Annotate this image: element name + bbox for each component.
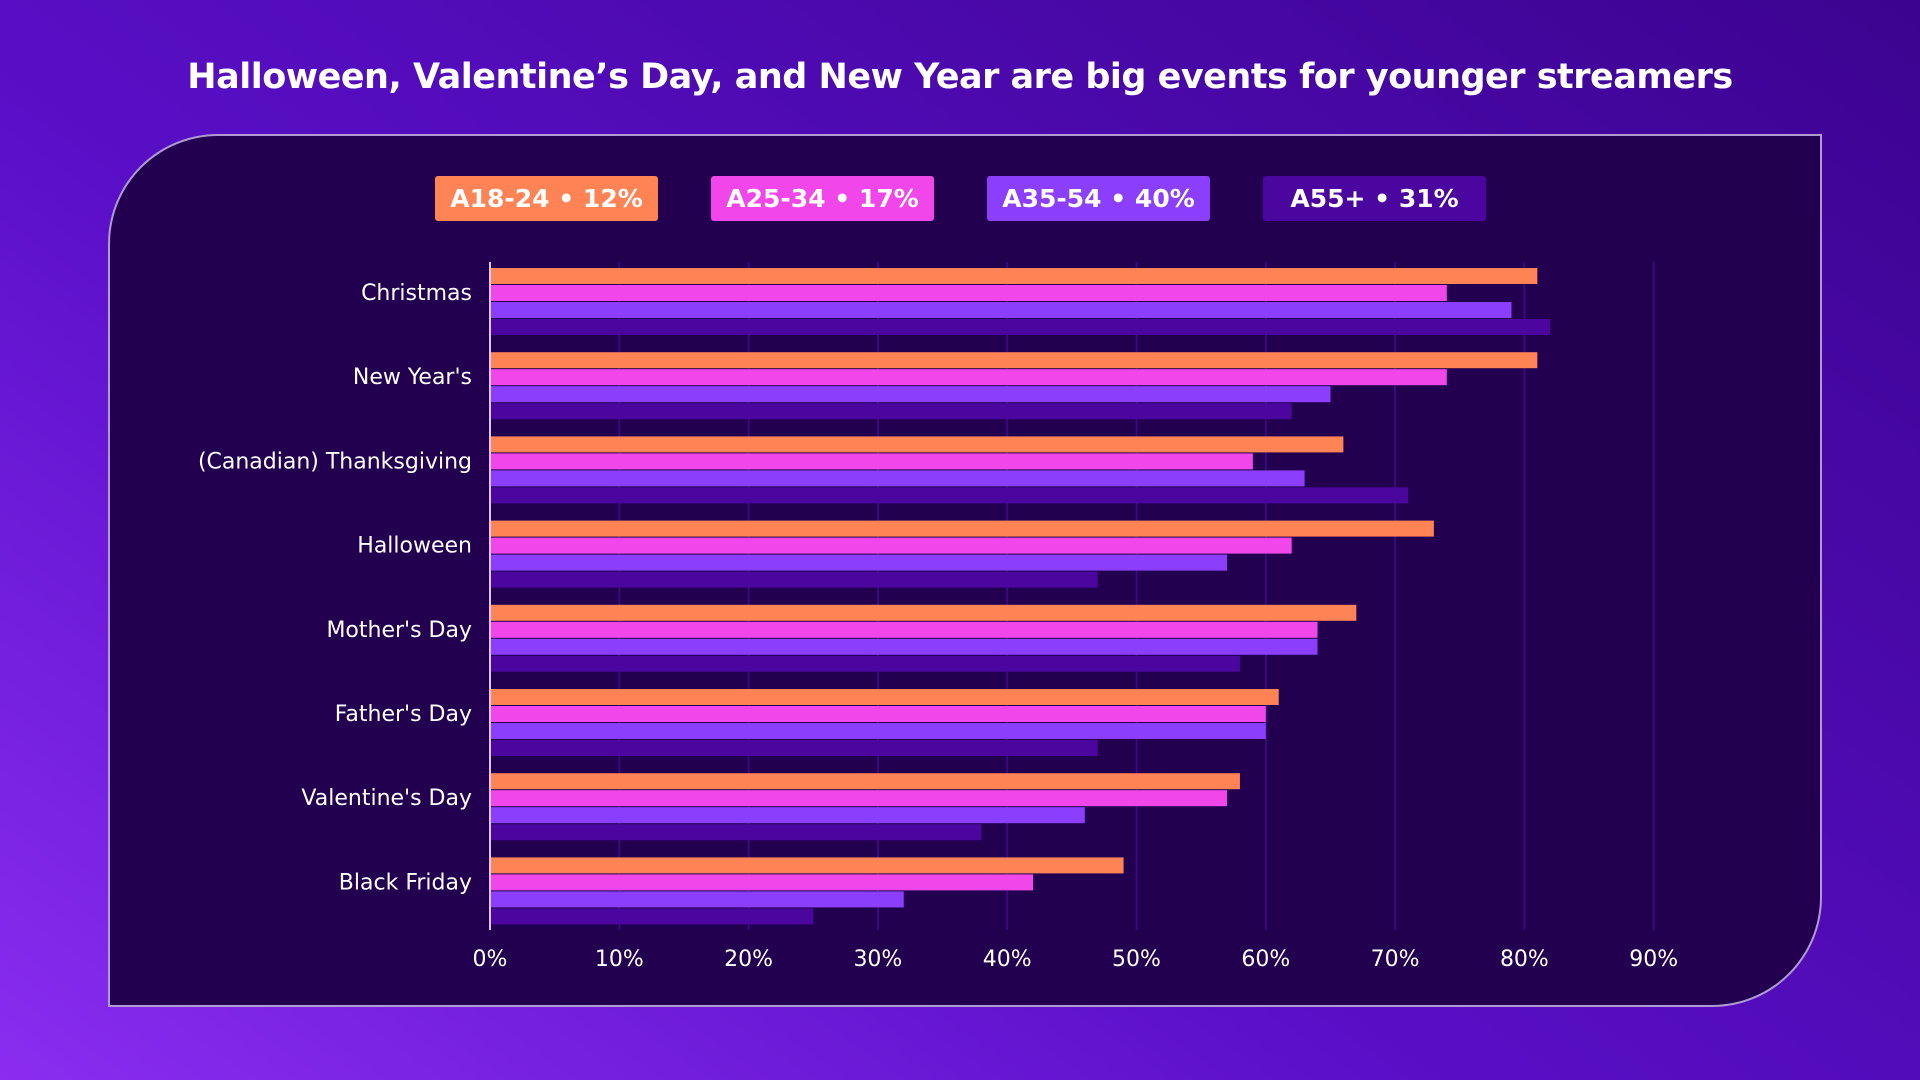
bar-mother-s-day-a25-34-17 [490, 621, 1318, 638]
category-label: Christmas [361, 281, 472, 306]
x-tick-label: 90% [1629, 947, 1678, 972]
legend-item-a55-plus: A55+ • 31% [1263, 176, 1486, 221]
category-label: Mother's Day [326, 618, 472, 643]
bar-christmas-a18-24-12 [490, 268, 1538, 284]
x-tick-label: 80% [1500, 947, 1549, 972]
legend-item-a18-24: A18-24 • 12% [435, 176, 658, 221]
x-tick-label: 20% [724, 947, 773, 972]
category-label: New Year's [353, 365, 472, 390]
x-tick-label: 10% [595, 947, 644, 972]
bar-new-year-s-a55-31 [490, 403, 1292, 420]
category-label: Halloween [357, 534, 472, 559]
bar-mother-s-day-a55-31 [490, 655, 1240, 672]
bar-valentine-s-day-a25-34-17 [490, 790, 1228, 807]
bar-halloween-a18-24-12 [490, 520, 1434, 537]
bar-christmas-a35-54-40 [490, 302, 1512, 318]
bar-father-s-day-a55-31 [490, 740, 1098, 756]
category-label: Black Friday [339, 870, 472, 895]
bar-black-friday-a35-54-40 [490, 891, 904, 908]
bar-mother-s-day-a18-24-12 [490, 604, 1357, 621]
bar-halloween-a25-34-17 [490, 537, 1292, 554]
x-tick-label: 50% [1112, 947, 1161, 972]
bar-halloween-a35-54-40 [490, 554, 1228, 571]
bar-canadian-thanksgiving-a35-54-40 [490, 470, 1305, 487]
bar-new-year-s-a18-24-12 [490, 352, 1538, 369]
bar-new-year-s-a25-34-17 [490, 369, 1447, 386]
legend-item-a35-54: A35-54 • 40% [987, 176, 1210, 221]
bar-mother-s-day-a35-54-40 [490, 638, 1318, 655]
bar-valentine-s-day-a35-54-40 [490, 807, 1085, 824]
bar-christmas-a55-31 [490, 319, 1551, 335]
bar-halloween-a55-31 [490, 571, 1098, 588]
x-tick-label: 0% [473, 947, 508, 972]
bar-canadian-thanksgiving-a25-34-17 [490, 453, 1253, 470]
bar-valentine-s-day-a18-24-12 [490, 773, 1240, 790]
x-tick-label: 60% [1241, 947, 1290, 972]
bar-new-year-s-a35-54-40 [490, 386, 1331, 403]
bar-canadian-thanksgiving-a55-31 [490, 487, 1409, 504]
category-label: Valentine's Day [301, 786, 472, 811]
bar-father-s-day-a18-24-12 [490, 689, 1279, 705]
legend-item-a25-34: A25-34 • 17% [711, 176, 934, 221]
x-tick-label: 30% [853, 947, 902, 972]
chart-title: Halloween, Valentine’s Day, and New Year… [187, 57, 1733, 97]
bar-black-friday-a25-34-17 [490, 874, 1034, 891]
bar-valentine-s-day-a55-31 [490, 824, 982, 841]
bar-father-s-day-a35-54-40 [490, 723, 1266, 739]
x-tick-label: 40% [983, 947, 1032, 972]
bar-christmas-a25-34-17 [490, 285, 1447, 301]
category-label: (Canadian) Thanksgiving [198, 449, 472, 474]
bar-father-s-day-a25-34-17 [490, 706, 1266, 722]
bar-black-friday-a55-31 [490, 908, 814, 925]
category-label: Father's Day [335, 702, 472, 727]
bar-black-friday-a18-24-12 [490, 857, 1124, 874]
bar-canadian-thanksgiving-a18-24-12 [490, 436, 1344, 453]
x-tick-label: 70% [1371, 947, 1420, 972]
